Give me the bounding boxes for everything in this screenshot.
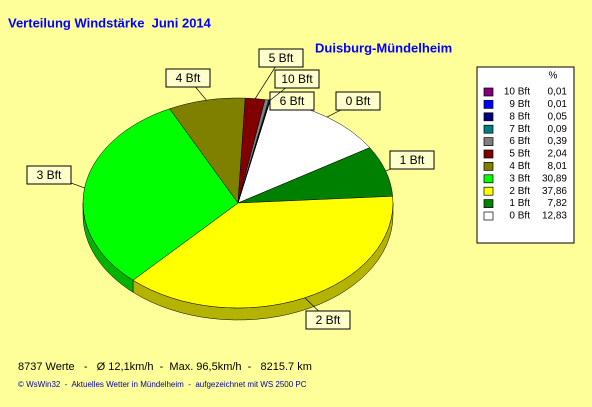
legend-swatch bbox=[483, 149, 494, 159]
legend-value: 0,01 bbox=[548, 99, 568, 110]
pie: 0 Bft 1 Bft 2 Bft 3 Bft 4 Bft 5 Bft 6 Bft 10 Bf… bbox=[26, 48, 435, 330]
legend-value: 12,83 bbox=[542, 211, 567, 222]
legend-label: 7 Bft bbox=[509, 124, 530, 135]
slice bbox=[82, 108, 239, 281]
chart-subtitle: Duisburg-Mündelheim bbox=[315, 40, 452, 55]
legend-value: 30,89 bbox=[542, 173, 567, 184]
legend-value: 0,09 bbox=[548, 124, 568, 135]
legend-swatch bbox=[483, 137, 494, 146]
label-box bbox=[26, 165, 72, 185]
legend-swatch bbox=[483, 211, 494, 221]
legend-label: 3 Bft bbox=[509, 173, 530, 184]
label-box bbox=[305, 310, 351, 330]
chart-title: Verteilung Windstärke Juni 2014 bbox=[8, 15, 212, 30]
slice-label: 4 Bft bbox=[176, 71, 201, 85]
legend-label: 6 Bft bbox=[509, 136, 530, 147]
legend-swatch bbox=[483, 186, 494, 196]
slice-label: 3 Bft bbox=[37, 168, 62, 182]
legend-label: 0 Bft bbox=[509, 211, 530, 222]
legend-swatch bbox=[483, 87, 494, 97]
legend-label: 10 Bft bbox=[504, 87, 530, 98]
label-box bbox=[269, 91, 315, 111]
legend-label: 2 Bft bbox=[509, 186, 530, 197]
legend-swatch bbox=[483, 100, 494, 109]
legend-title: % bbox=[549, 71, 558, 82]
legend-swatch bbox=[483, 199, 494, 208]
footer: 8737 Werte - Ø 12,1km/h - Max. 96,5km/h … bbox=[18, 361, 312, 373]
legend-value: 0,05 bbox=[548, 111, 568, 122]
label-box bbox=[258, 48, 304, 68]
slice-label: 2 Bft bbox=[316, 313, 341, 327]
legend-swatch bbox=[483, 162, 494, 171]
legend-value: 8,01 bbox=[548, 161, 568, 172]
credits: © WsWin32 - Aktuelles Wetter in Mündelhe… bbox=[18, 380, 307, 389]
label-box bbox=[389, 150, 435, 170]
label-box bbox=[335, 91, 381, 111]
slice-label: 0 Bft bbox=[346, 94, 371, 108]
legend-value: 0,39 bbox=[548, 136, 568, 147]
legend-value: 37,86 bbox=[542, 186, 567, 197]
legend-swatch bbox=[483, 174, 494, 184]
legend-label: 1 Bft bbox=[509, 198, 530, 209]
legend-value: 7,82 bbox=[548, 198, 568, 209]
slice-label: 10 Bft bbox=[281, 72, 313, 86]
legend-swatch bbox=[483, 112, 494, 122]
legend-value: 2,04 bbox=[548, 149, 568, 160]
legend-swatch bbox=[483, 124, 494, 134]
label-box bbox=[165, 68, 211, 88]
legend-label: 8 Bft bbox=[509, 111, 530, 122]
legend-label: 9 Bft bbox=[509, 99, 530, 110]
legend-value: 0,01 bbox=[548, 87, 568, 98]
legend-label: 5 Bft bbox=[509, 149, 530, 160]
slice-label: 6 Bft bbox=[280, 94, 305, 108]
slice-label: 1 Bft bbox=[400, 153, 425, 167]
label-box bbox=[274, 69, 320, 89]
slice-label: 5 Bft bbox=[269, 51, 294, 65]
legend-label: 4 Bft bbox=[509, 161, 530, 172]
